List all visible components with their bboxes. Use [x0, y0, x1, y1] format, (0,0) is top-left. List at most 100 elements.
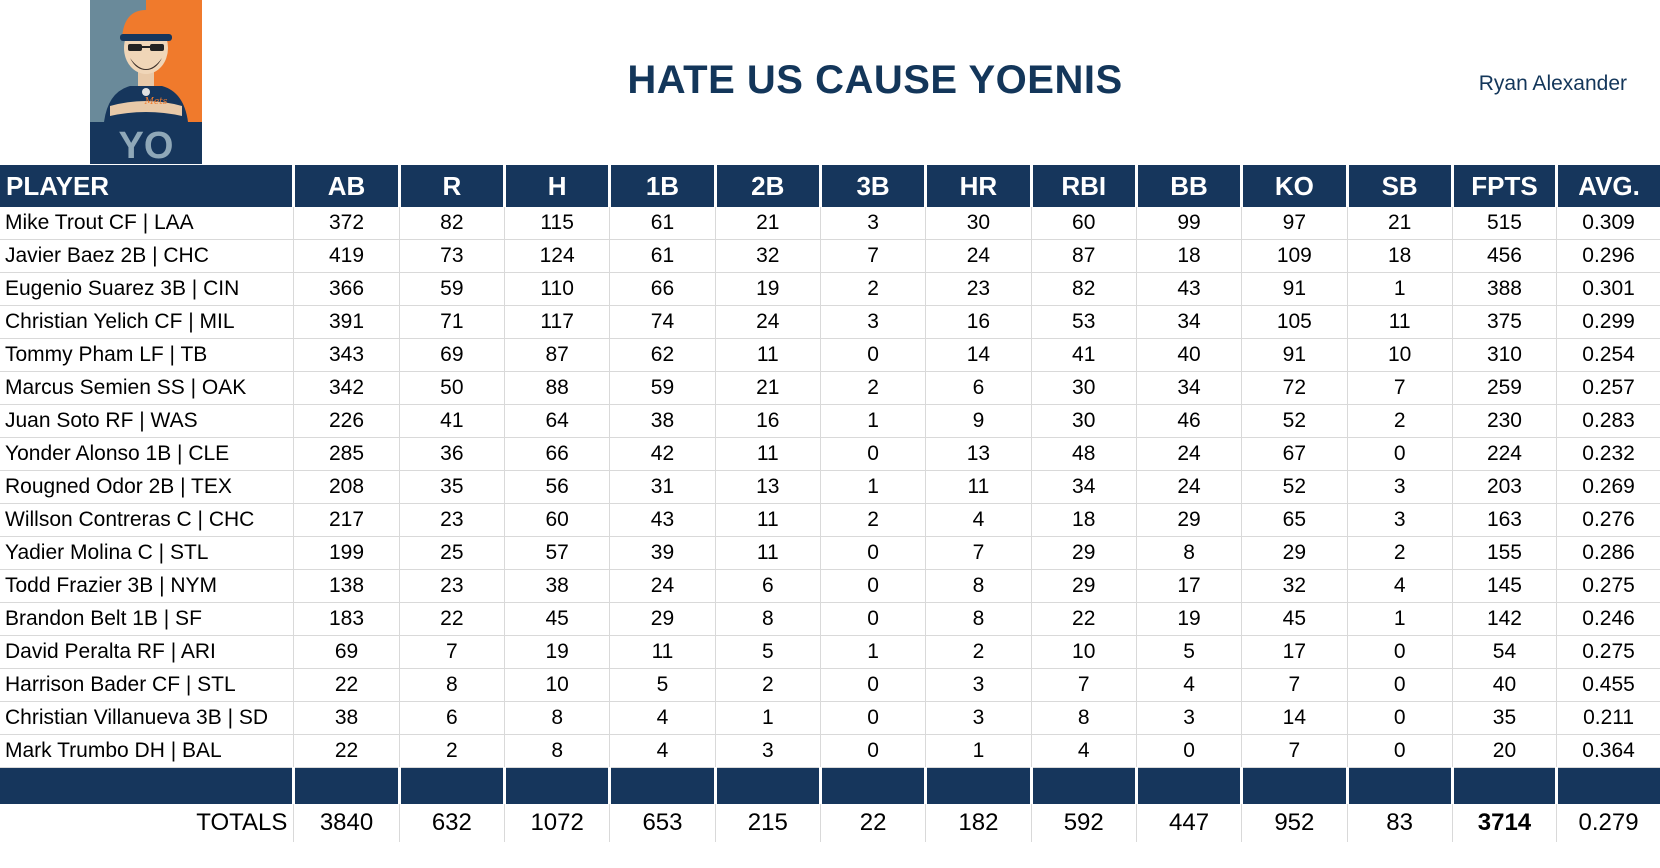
stat-cell: 57	[503, 536, 610, 570]
stat-cell: 203	[1451, 470, 1557, 504]
stat-cell: 2	[819, 272, 926, 306]
stat-cell: 5	[714, 635, 821, 669]
stat-cell: 1	[1346, 272, 1453, 306]
stat-cell: 13	[714, 470, 821, 504]
table-row: Javier Baez 2B | CHC 419 73 124 61 32 7 24 87 18 1…	[0, 239, 1660, 273]
stat-cell: 0	[819, 569, 926, 603]
stat-cell: 50	[398, 371, 505, 405]
stat-cell: 18	[1030, 503, 1137, 537]
stat-cell: 18	[1346, 239, 1453, 273]
table-row: Tommy Pham LF | TB 343 69 87 62 11 0 14 41 40 91 10…	[0, 338, 1660, 372]
stat-cell: 65	[1241, 503, 1347, 537]
stat-cell: 30	[1030, 371, 1137, 405]
stat-cell: 7	[1346, 371, 1453, 405]
table-row: Eugenio Suarez 3B | CIN 366 59 110 66 19 2 23 82…	[0, 272, 1660, 306]
stat-cell: 24	[714, 305, 821, 339]
stat-cell: 6	[714, 569, 821, 603]
table-row: Mike Trout CF | LAA 372 82 115 61 21 3 30 60 99 97…	[0, 207, 1660, 240]
stat-cell: 88	[503, 371, 610, 405]
stat-cell: 45	[503, 602, 610, 636]
stat-cell: 0.301	[1556, 272, 1660, 306]
stat-cell: 0.211	[1556, 701, 1660, 735]
stat-cell: 8	[398, 668, 505, 702]
stat-cell: 0	[819, 602, 926, 636]
stat-cell: 0.246	[1556, 602, 1660, 636]
stat-cell: 0	[1135, 734, 1242, 768]
table-row: Todd Frazier 3B | NYM 138 23 38 24 6 0 8 29 17 32 4…	[0, 569, 1660, 603]
stat-cell: 59	[398, 272, 505, 306]
stat-cell: 1	[714, 701, 821, 735]
stat-cell: 0	[1346, 701, 1453, 735]
stat-cell: 0	[1346, 437, 1453, 471]
stat-cell: 69	[293, 635, 400, 669]
stat-cell: 3	[1346, 470, 1453, 504]
stat-cell: 24	[1135, 470, 1242, 504]
stat-cell: 66	[503, 437, 610, 471]
stat-cell: 99	[1135, 207, 1242, 240]
totals-cell: 592	[1030, 804, 1137, 842]
stat-cell: 29	[609, 602, 716, 636]
stat-cell: 14	[1241, 701, 1347, 735]
stat-cell: 34	[1135, 305, 1242, 339]
stat-cell: 21	[714, 371, 821, 405]
table-row: Christian Villanueva 3B | SD 38 6 8 4 1 0 3 8 3 14…	[0, 701, 1660, 735]
stat-cell: 342	[293, 371, 400, 405]
stat-cell: 20	[1451, 734, 1557, 768]
table-row: Mark Trumbo DH | BAL 22 2 8 4 3 0 1 4 0 7 0 20 0.364	[0, 734, 1660, 768]
stat-cell: 372	[293, 207, 400, 240]
stat-cell: 391	[293, 305, 400, 339]
stat-cell: 0	[819, 536, 926, 570]
stat-cell: 11	[714, 437, 821, 471]
column-header-r: R	[397, 165, 505, 207]
player-name-cell: Willson Contreras C | CHC	[0, 503, 294, 537]
stat-cell: 61	[609, 239, 716, 273]
stat-cell: 36	[398, 437, 505, 471]
stat-cell: 10	[1346, 338, 1453, 372]
stat-cell: 110	[503, 272, 610, 306]
stat-cell: 343	[293, 338, 400, 372]
stat-cell: 3	[925, 668, 1032, 702]
stat-cell: 8	[925, 569, 1032, 603]
separator-cell	[818, 767, 926, 804]
stat-cell: 42	[609, 437, 716, 471]
player-name-cell: Christian Yelich CF | MIL	[0, 305, 294, 339]
player-name-cell: Marcus Semien SS | OAK	[0, 371, 294, 405]
stat-cell: 199	[293, 536, 400, 570]
stat-cell: 224	[1451, 437, 1557, 471]
stat-cell: 3	[819, 207, 926, 240]
separator-cell	[1345, 767, 1453, 804]
stat-cell: 38	[609, 404, 716, 438]
stat-cell: 5	[609, 668, 716, 702]
player-name-cell: Javier Baez 2B | CHC	[0, 239, 294, 273]
table-row: Brandon Belt 1B | SF 183 22 45 29 8 0 8 22 19 45 1 1…	[0, 602, 1660, 636]
stat-cell: 7	[1030, 668, 1137, 702]
separator-cell	[1450, 767, 1557, 804]
stat-cell: 1	[819, 404, 926, 438]
stat-cell: 138	[293, 569, 400, 603]
stat-cell: 61	[609, 207, 716, 240]
separator-cell	[1240, 767, 1347, 804]
stat-cell: 35	[398, 470, 505, 504]
separator-cell	[397, 767, 505, 804]
yoenis-portrait-icon: Mets YO	[90, 0, 202, 167]
totals-cell: 22	[819, 804, 926, 842]
stat-cell: 29	[1030, 569, 1137, 603]
separator-cell	[1555, 767, 1660, 804]
stat-cell: 0.269	[1556, 470, 1660, 504]
stat-cell: 0	[1346, 668, 1453, 702]
player-name-cell: David Peralta RF | ARI	[0, 635, 294, 669]
totals-cell: 653	[609, 804, 716, 842]
table-row: Juan Soto RF | WAS 226 41 64 38 16 1 9 30 46 52 2 23…	[0, 404, 1660, 438]
stat-cell: 18	[1135, 239, 1242, 273]
stat-cell: 1	[925, 734, 1032, 768]
table-row: Marcus Semien SS | OAK 342 50 88 59 21 2 6 30 34 7…	[0, 371, 1660, 405]
stat-cell: 19	[1135, 602, 1242, 636]
stat-cell: 74	[609, 305, 716, 339]
stat-cell: 66	[609, 272, 716, 306]
stat-cell: 46	[1135, 404, 1242, 438]
stat-cell: 9	[925, 404, 1032, 438]
stat-cell: 17	[1135, 569, 1242, 603]
stat-cell: 2	[398, 734, 505, 768]
table-row: Christian Yelich CF | MIL 391 71 117 74 24 3 16…	[0, 305, 1660, 339]
